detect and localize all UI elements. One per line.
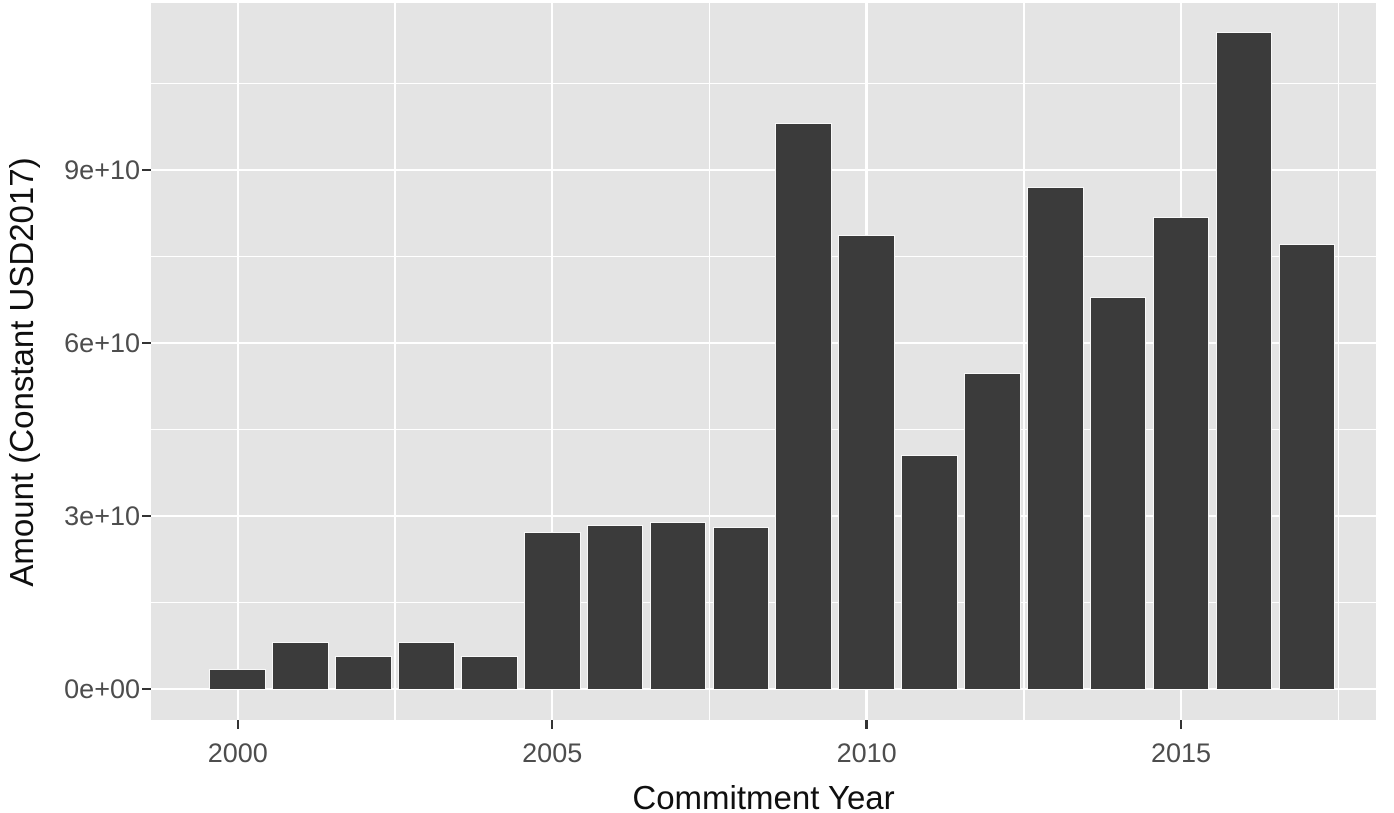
bar-2017 — [1278, 244, 1336, 689]
bar-2011 — [901, 455, 958, 689]
bar-2002 — [335, 656, 392, 689]
y-tick-label-1: 3e+10 — [64, 500, 140, 531]
x-tick-3 — [1179, 720, 1183, 729]
bar-2007 — [649, 521, 707, 689]
x-minor-gridline-3 — [1337, 3, 1340, 720]
x-tick-1 — [550, 720, 554, 729]
bar-2014 — [1089, 297, 1147, 689]
y-major-gridline-1 — [151, 514, 1376, 518]
x-tick-label-0: 2000 — [207, 738, 268, 768]
bar-2003 — [398, 641, 455, 689]
x-tick-label-1: 2005 — [522, 738, 583, 768]
bar-2004 — [461, 656, 518, 689]
bar-2009 — [775, 123, 833, 689]
bar-2016 — [1215, 32, 1273, 689]
bar-2008 — [712, 526, 770, 689]
bar-2005 — [523, 532, 581, 689]
plot-panel — [151, 3, 1376, 720]
y-major-gridline-2 — [151, 341, 1376, 345]
bar-2006 — [586, 525, 644, 689]
x-major-gridline-1 — [550, 3, 554, 720]
y-major-gridline-0 — [151, 687, 1376, 691]
y-axis-title: Amount (Constant USD2017) — [3, 157, 40, 587]
y-minor-gridline-3 — [151, 82, 1376, 85]
y-tick-3 — [142, 168, 151, 172]
x-tick-0 — [236, 720, 240, 729]
y-tick-0 — [142, 687, 151, 691]
bar-2010 — [838, 235, 895, 689]
y-minor-gridline-1 — [151, 428, 1376, 431]
y-tick-label-2: 6e+10 — [64, 327, 140, 358]
y-tick-1 — [142, 514, 151, 518]
x-tick-label-3: 2015 — [1151, 738, 1212, 768]
x-axis-title: Commitment Year — [632, 779, 895, 813]
x-major-gridline-0 — [236, 3, 240, 720]
x-minor-gridline-0 — [394, 3, 396, 720]
bar-2015 — [1152, 216, 1210, 689]
y-tick-label-3: 9e+10 — [64, 154, 140, 185]
y-major-gridline-3 — [151, 168, 1376, 172]
y-tick-2 — [142, 341, 151, 345]
x-minor-gridline-2 — [1023, 3, 1025, 720]
y-tick-label-0: 0e+00 — [64, 674, 140, 704]
bar-2013 — [1026, 186, 1084, 689]
bar-2000 — [209, 668, 267, 689]
y-minor-gridline-2 — [151, 255, 1376, 258]
x-tick-label-2: 2010 — [836, 738, 897, 768]
x-minor-gridline-1 — [708, 3, 711, 720]
x-tick-2 — [865, 720, 868, 729]
bar-2012 — [964, 372, 1021, 689]
bar-2001 — [272, 641, 329, 689]
